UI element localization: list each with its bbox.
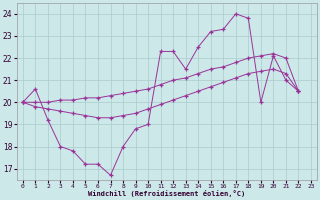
X-axis label: Windchill (Refroidissement éolien,°C): Windchill (Refroidissement éolien,°C) bbox=[88, 190, 245, 197]
